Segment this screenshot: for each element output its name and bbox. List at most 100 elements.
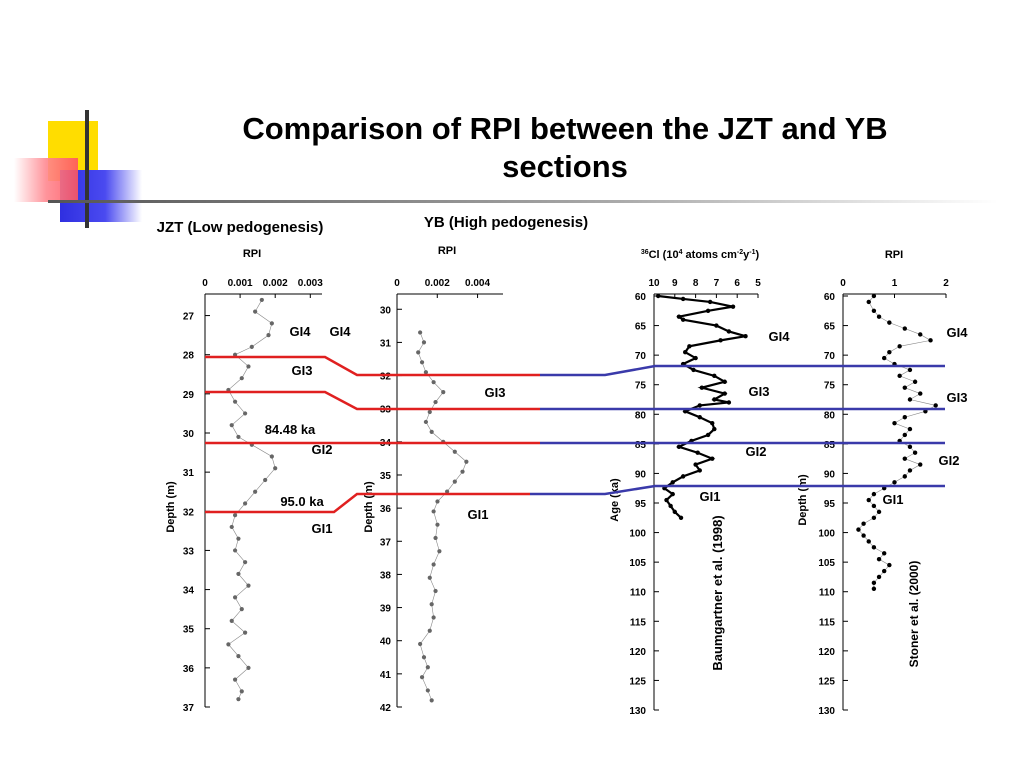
panel-4-data-point xyxy=(912,379,918,384)
panel-1-ylabel: Depth (m) xyxy=(165,481,177,533)
panel-3-data-point xyxy=(697,468,702,473)
panel-4-data-point xyxy=(892,480,897,485)
panel-4-data-point xyxy=(871,580,877,586)
panel-1-data-point xyxy=(266,333,271,338)
panel-3-data-point xyxy=(670,480,675,485)
panel-2-data-point xyxy=(427,628,432,633)
panel-3-data-point xyxy=(743,334,748,339)
correlation-line-red xyxy=(205,390,540,411)
panel-4-data-point xyxy=(871,515,877,520)
panel-4-data-point xyxy=(902,456,907,461)
panel-1-data-point xyxy=(236,697,241,702)
panel-1-data-point xyxy=(232,677,238,682)
panel-2-data-point xyxy=(427,575,432,580)
panel-4-data-point xyxy=(871,586,877,591)
panel-4-data-point xyxy=(871,308,877,313)
deco-horizontal-rule xyxy=(48,200,998,203)
panel-4-data-point xyxy=(882,355,887,361)
panel-3-title-part: -2 xyxy=(737,249,743,256)
deco-red-square xyxy=(14,158,78,202)
panel-3-title-part: -1 xyxy=(749,249,755,256)
panel-2-data-point xyxy=(441,390,446,395)
panel-4-data-point xyxy=(897,373,902,379)
panel-4-data-point xyxy=(887,349,892,355)
panel-2-data-point xyxy=(429,429,434,434)
panel-3-data-point xyxy=(726,400,732,405)
panel-4-data-point xyxy=(887,320,892,325)
panel-3-data-point xyxy=(672,509,677,515)
panel-4-ytick-label: 85 xyxy=(824,440,836,451)
panel-1-xtick-label: 0.002 xyxy=(263,278,288,289)
panel-4-data-point xyxy=(902,385,907,390)
panel-2-xlabel: RPI xyxy=(438,245,456,257)
panel-2-ytick-label: 30 xyxy=(380,305,392,316)
panel-3-data-point xyxy=(691,367,696,373)
panel-2-data-point xyxy=(431,562,436,567)
jzt-annotation-84ka: 84.48 ka xyxy=(265,422,316,437)
stoner-annotation-gi1: GI1 xyxy=(883,492,904,507)
panel-3-ytick-label: 95 xyxy=(635,499,647,510)
panel-4-data-point xyxy=(861,521,866,526)
yb-annotation-gi3: GI3 xyxy=(485,385,506,400)
panel-2-ytick-label: 38 xyxy=(380,570,392,581)
panel-3-ytick-label: 110 xyxy=(630,588,647,599)
panel-2-data-point xyxy=(433,535,438,541)
panel-1-data-point xyxy=(239,689,244,694)
panel-1-xtick-label: 0.003 xyxy=(298,278,323,289)
panel-2-ytick-label: 35 xyxy=(380,471,392,482)
panel-1-data-point xyxy=(269,321,274,326)
panel-2-ytick-label: 41 xyxy=(380,670,392,681)
panel-3-data-point xyxy=(693,462,698,467)
panel-3-ytick-label: 60 xyxy=(635,292,647,303)
panel-4-data-point xyxy=(928,338,933,343)
panel-1-ytick-label: 29 xyxy=(183,390,195,401)
panel-3-ylabel: Age (ka) xyxy=(609,478,621,522)
panel-4-xtick-label: 1 xyxy=(892,278,898,289)
jzt-annotation-gi3: GI3 xyxy=(292,363,313,378)
panel-2-data-point xyxy=(435,499,440,504)
panel-4-data-point xyxy=(871,293,877,299)
panel-2-data-point xyxy=(431,509,436,514)
slide-title: Comparison of RPI between the JZT and YB… xyxy=(150,110,980,186)
panel-3-ytick-label: 65 xyxy=(635,322,647,333)
stoner-annotation-gi2: GI2 xyxy=(939,453,960,468)
stoner-annotation-gi4: GI4 xyxy=(947,325,969,340)
panel-3-ytick-label: 85 xyxy=(635,440,647,451)
panel-1-data-point xyxy=(229,524,234,530)
panel-3-data-point xyxy=(712,373,717,379)
panel-3-data-point xyxy=(699,385,705,390)
panel-1-ytick-label: 37 xyxy=(183,703,195,714)
panel-4-data-point xyxy=(918,391,923,396)
panel-3-data-point xyxy=(730,304,736,309)
panel-3-ytick-label: 100 xyxy=(629,529,646,540)
panel-4-data-point xyxy=(892,420,897,426)
panel-4-data-point xyxy=(871,503,877,509)
panel-3-data-point xyxy=(693,355,698,361)
jzt-annotation-gi1: GI1 xyxy=(312,521,333,536)
panel-4-data-point xyxy=(918,462,923,467)
panel-2-ytick-label: 36 xyxy=(380,504,392,515)
panel-4-data-point xyxy=(882,551,887,556)
panel-3-ytick-label: 115 xyxy=(630,617,647,628)
panel-1-data-point xyxy=(232,513,238,518)
panel-1-ytick-label: 31 xyxy=(183,468,195,479)
panel-4-data-point xyxy=(871,491,877,497)
panel-3-data-point xyxy=(683,349,688,355)
panel-4-data-point xyxy=(882,568,887,574)
panel-3-data-point xyxy=(676,444,682,450)
panel-3-data-point xyxy=(707,299,713,305)
jzt-annotation-gi4-b: GI4 xyxy=(330,324,352,339)
panel-3-ytick-label: 105 xyxy=(629,558,646,569)
panel-4-data-point xyxy=(933,403,938,408)
panel-4-ytick-label: 90 xyxy=(824,469,836,480)
panel-1-ytick-label: 36 xyxy=(183,664,195,675)
panel-3-title-part: 4 xyxy=(679,249,683,256)
panel-4-ytick-label: 120 xyxy=(818,647,835,658)
panel-4-data-point xyxy=(856,527,861,532)
panel-1-data-point xyxy=(259,297,264,303)
panel-3-title-part: atoms cm xyxy=(682,249,737,261)
panel-2-data-point xyxy=(418,330,423,335)
panel-2-xtick-label: 0 xyxy=(394,278,400,289)
panel-3-data-point xyxy=(664,497,669,503)
yb-annotation-gi1: GI1 xyxy=(468,507,489,522)
